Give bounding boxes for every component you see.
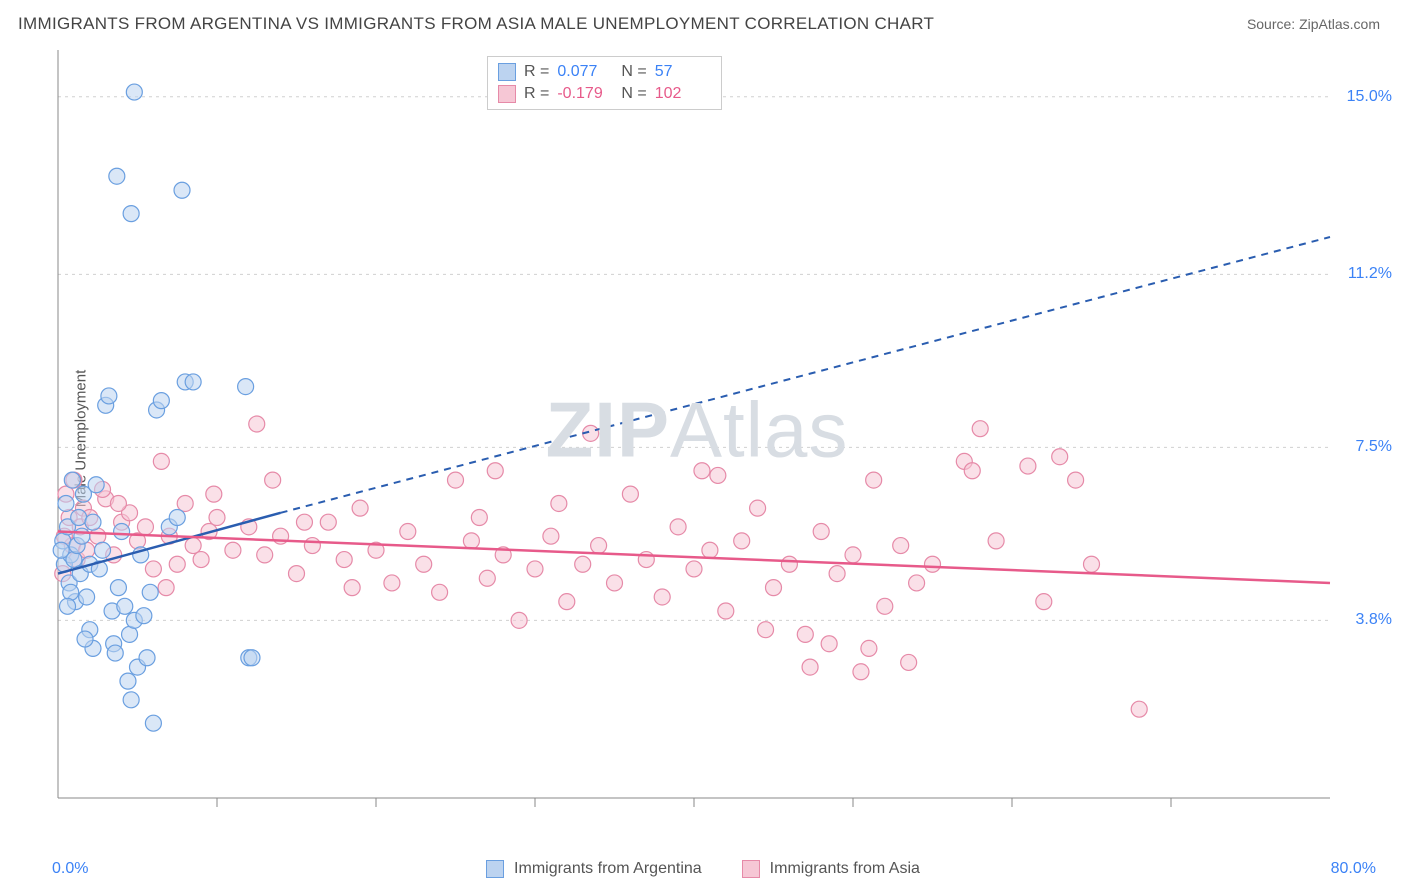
chart-header: IMMIGRANTS FROM ARGENTINA VS IMMIGRANTS … (0, 0, 1406, 44)
argentina-swatch-icon (498, 63, 516, 81)
asia-legend-swatch-icon (742, 860, 760, 878)
stat-r-label: R = (524, 85, 549, 103)
bottom-legend: Immigrants from Argentina Immigrants fro… (0, 860, 1406, 878)
stats-row-argentina: R = 0.077 N = 57 (498, 61, 711, 83)
legend-label-asia: Immigrants from Asia (770, 860, 920, 878)
stat-n-asia: 102 (655, 85, 711, 103)
legend-item-argentina: Immigrants from Argentina (486, 860, 702, 878)
stat-r-argentina: 0.077 (557, 63, 613, 81)
stats-row-asia: R = -0.179 N = 102 (498, 83, 711, 105)
chart-source: Source: ZipAtlas.com (1247, 16, 1380, 32)
chart-svg (52, 50, 1342, 810)
stat-n-argentina: 57 (655, 63, 711, 81)
y-tick-label: 7.5% (1356, 438, 1392, 456)
stat-r-asia: -0.179 (557, 85, 613, 103)
legend-label-argentina: Immigrants from Argentina (514, 860, 702, 878)
legend-item-asia: Immigrants from Asia (742, 860, 920, 878)
y-tick-label: 3.8% (1356, 611, 1392, 629)
argentina-legend-swatch-icon (486, 860, 504, 878)
stat-r-label: R = (524, 63, 549, 81)
stat-n-label: N = (621, 63, 646, 81)
correlation-stats-box: R = 0.077 N = 57 R = -0.179 N = 102 (487, 56, 722, 110)
y-tick-label: 11.2% (1348, 265, 1392, 283)
chart-area: ZIPAtlas R = 0.077 N = 57 R = -0.179 N =… (52, 50, 1342, 810)
asia-swatch-icon (498, 85, 516, 103)
y-tick-label: 15.0% (1347, 88, 1392, 106)
chart-title: IMMIGRANTS FROM ARGENTINA VS IMMIGRANTS … (18, 14, 934, 34)
stat-n-label: N = (621, 85, 646, 103)
